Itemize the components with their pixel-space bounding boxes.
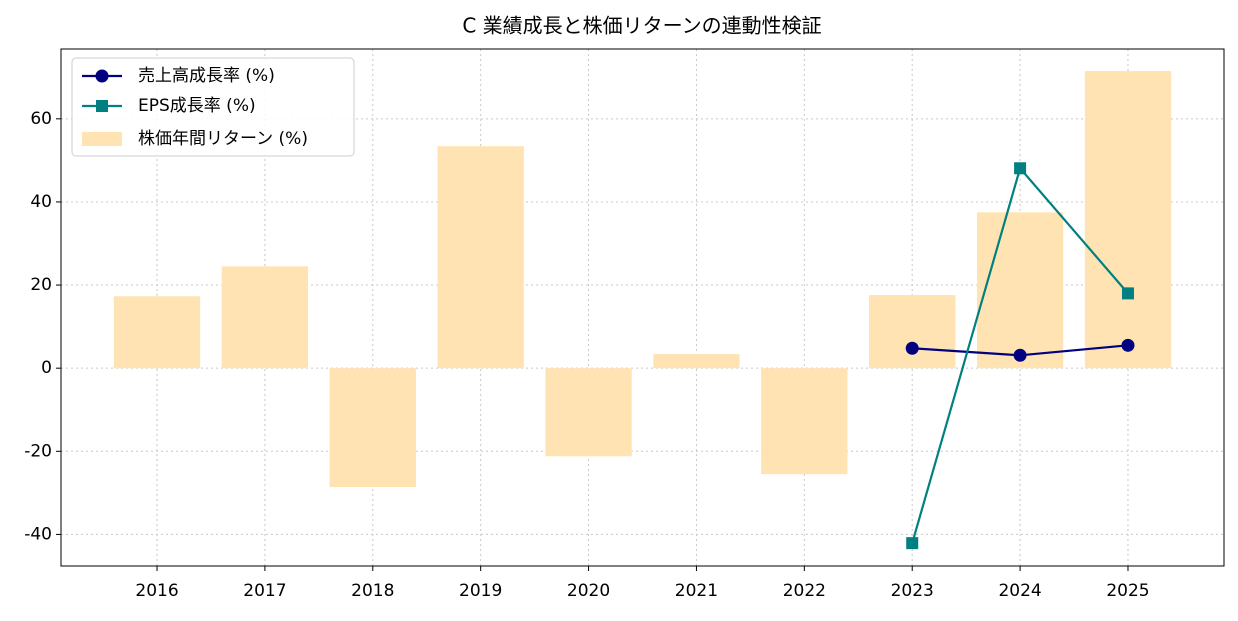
legend-label: EPS成長率 (%) (138, 96, 256, 116)
marker (906, 537, 919, 550)
x-tick-label: 2017 (243, 581, 286, 601)
y-tick-label: 60 (30, 109, 52, 129)
x-tick-label: 2024 (998, 581, 1041, 601)
bar (976, 212, 1064, 369)
bar (221, 266, 309, 369)
legend-swatch (82, 132, 122, 146)
marker (1014, 162, 1027, 175)
x-tick-label: 2022 (783, 581, 826, 601)
bar (113, 296, 201, 369)
x-tick-label: 2023 (891, 581, 934, 601)
plot-frame (60, 48, 1225, 567)
y-tick-label: 40 (30, 192, 52, 212)
bar (869, 295, 956, 369)
marker (95, 69, 109, 83)
marker (1013, 348, 1027, 362)
x-tick-label: 2025 (1106, 581, 1149, 601)
marker (96, 100, 108, 112)
bar (329, 368, 416, 488)
y-tick-label: 20 (30, 275, 52, 295)
legend-label: 株価年間リターン (%) (138, 129, 308, 149)
x-tick-label: 2016 (135, 581, 178, 601)
y-tick-label: -20 (24, 441, 52, 461)
x-tick-label: 2019 (459, 581, 502, 601)
marker (1121, 287, 1134, 300)
marker (1121, 338, 1135, 352)
y-tick-label: 0 (41, 358, 52, 378)
legend-frame (71, 57, 355, 157)
x-tick-label: 2020 (567, 581, 610, 601)
marker (905, 341, 919, 355)
bar (653, 354, 740, 369)
bar (437, 146, 524, 369)
chart-title: C 業績成長と株価リターンの連動性検証 (462, 14, 821, 38)
y-tick-label: -40 (24, 524, 52, 544)
bar (1084, 71, 1172, 369)
legend: 売上高成長率 (%) EPS成長率 (%) 株価年間リターン (%) (71, 57, 355, 157)
x-tick-label: 2018 (351, 581, 394, 601)
x-tick-label: 2021 (675, 581, 718, 601)
bar (761, 368, 848, 475)
legend-label: 売上高成長率 (%) (138, 66, 275, 86)
bar (545, 368, 632, 457)
